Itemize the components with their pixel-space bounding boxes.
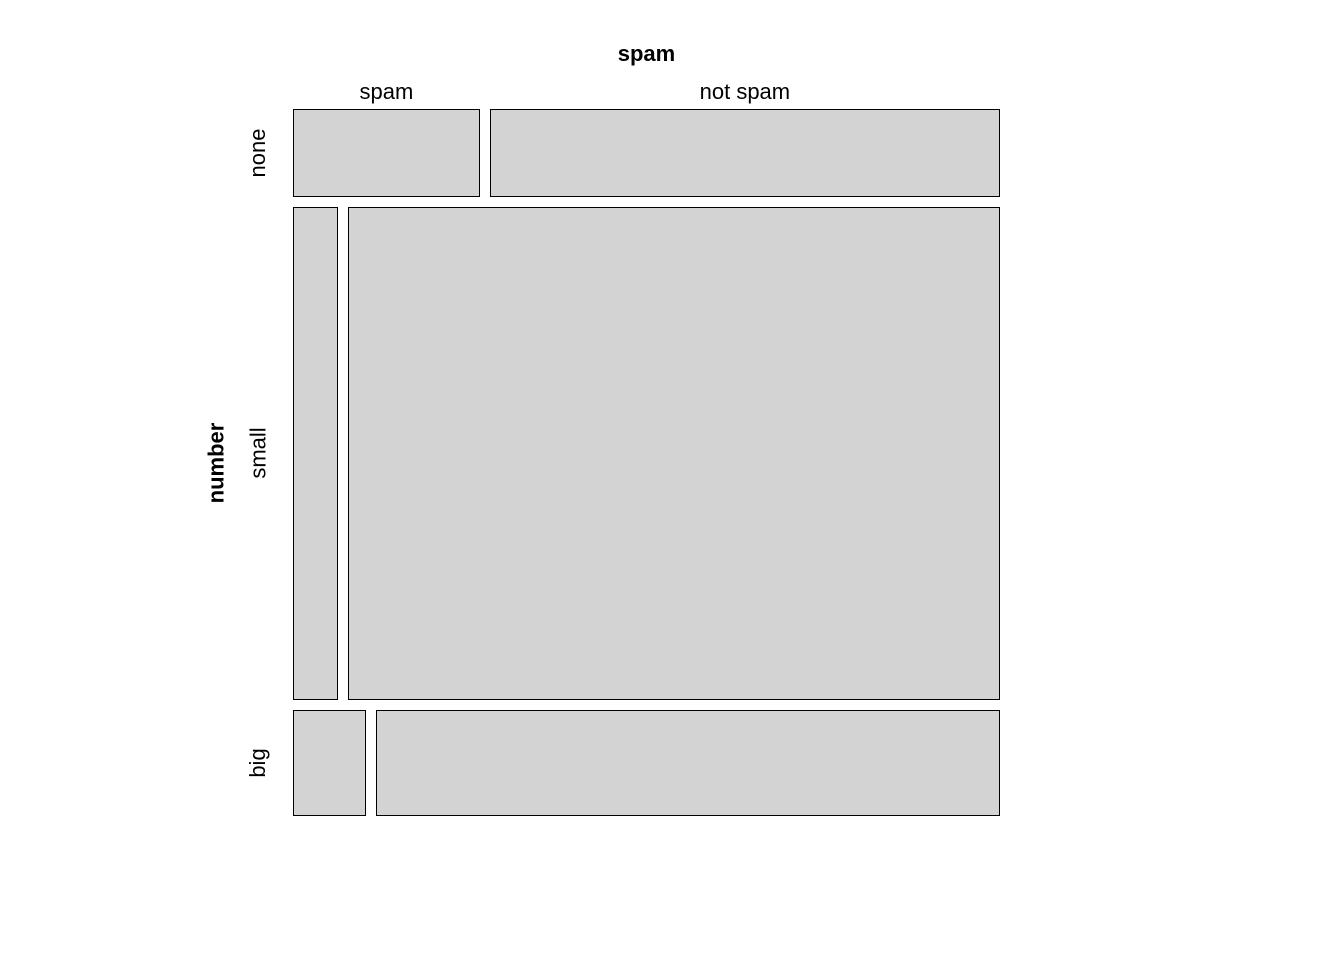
mosaic-tile — [348, 207, 1000, 700]
mosaic-tile — [293, 710, 366, 816]
mosaic-tile — [293, 207, 338, 700]
column-label: not spam — [490, 79, 1000, 105]
mosaic-tile — [376, 710, 1000, 816]
row-label: small — [245, 207, 269, 700]
y-axis-title: number — [203, 109, 227, 816]
x-axis-title: spam — [293, 41, 1000, 67]
row-label: none — [245, 109, 269, 197]
mosaic-tile — [293, 109, 480, 197]
row-label: big — [245, 710, 269, 816]
mosaic-tile — [490, 109, 1000, 197]
column-label: spam — [293, 79, 480, 105]
mosaic-plot-area — [293, 109, 1000, 816]
